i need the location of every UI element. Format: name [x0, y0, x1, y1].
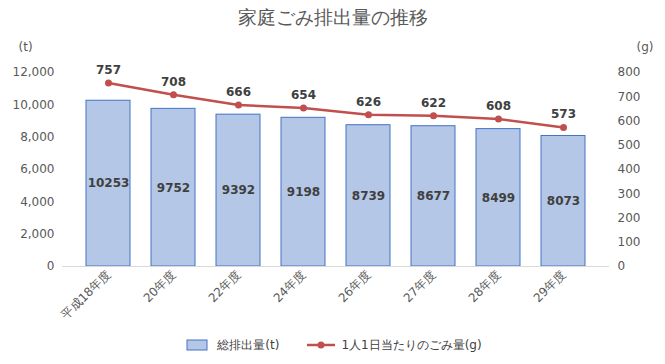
svg-text:(t): (t)	[19, 40, 33, 54]
svg-text:4,000: 4,000	[20, 195, 54, 209]
svg-text:800: 800	[618, 65, 641, 79]
svg-text:666: 666	[226, 85, 251, 99]
svg-text:8739: 8739	[352, 189, 385, 203]
svg-text:26年度: 26年度	[336, 267, 374, 305]
svg-text:8499: 8499	[482, 191, 515, 205]
svg-text:6,000: 6,000	[20, 162, 54, 176]
svg-text:(g): (g)	[637, 40, 654, 54]
svg-text:500: 500	[618, 138, 641, 152]
svg-text:22年度: 22年度	[206, 267, 244, 305]
svg-text:700: 700	[618, 90, 641, 104]
svg-text:24年度: 24年度	[271, 267, 309, 305]
svg-text:29年度: 29年度	[531, 267, 569, 305]
svg-text:600: 600	[618, 114, 641, 128]
svg-text:757: 757	[96, 63, 121, 77]
svg-text:608: 608	[486, 99, 511, 113]
svg-text:0: 0	[618, 259, 626, 273]
svg-text:2,000: 2,000	[20, 227, 54, 241]
html-text:1人1日当たりのごみ量(g): 1人1日当たりのごみ量(g)	[341, 337, 482, 352]
svg-text:10,000: 10,000	[13, 98, 55, 112]
svg-text:708: 708	[161, 75, 186, 89]
svg-text:100: 100	[618, 235, 641, 249]
svg-text:300: 300	[618, 187, 641, 201]
svg-text:12,000: 12,000	[13, 65, 55, 79]
html-text:総排出量(t): 総排出量(t)	[217, 337, 280, 352]
svg-text:573: 573	[551, 107, 576, 121]
svg-text:28年度: 28年度	[466, 267, 504, 305]
svg-text:8073: 8073	[547, 194, 580, 208]
svg-text:8,000: 8,000	[20, 130, 54, 144]
svg-text:626: 626	[356, 95, 381, 109]
svg-text:0: 0	[47, 259, 55, 273]
svg-text:400: 400	[618, 162, 641, 176]
svg-text:9198: 9198	[287, 185, 320, 199]
svg-text:8677: 8677	[417, 189, 450, 203]
svg-text:654: 654	[291, 88, 316, 102]
svg-text:10253: 10253	[88, 176, 130, 190]
svg-text:9392: 9392	[222, 183, 255, 197]
svg-text:9752: 9752	[157, 181, 190, 195]
svg-text:200: 200	[618, 211, 641, 225]
svg-text:平成18年度: 平成18年度	[59, 267, 114, 322]
svg-text:622: 622	[421, 96, 446, 110]
svg-text:20年度: 20年度	[141, 267, 179, 305]
html-text:家庭ごみ排出量の推移: 家庭ごみ排出量の推移	[237, 6, 428, 28]
svg-text:27年度: 27年度	[401, 267, 439, 305]
